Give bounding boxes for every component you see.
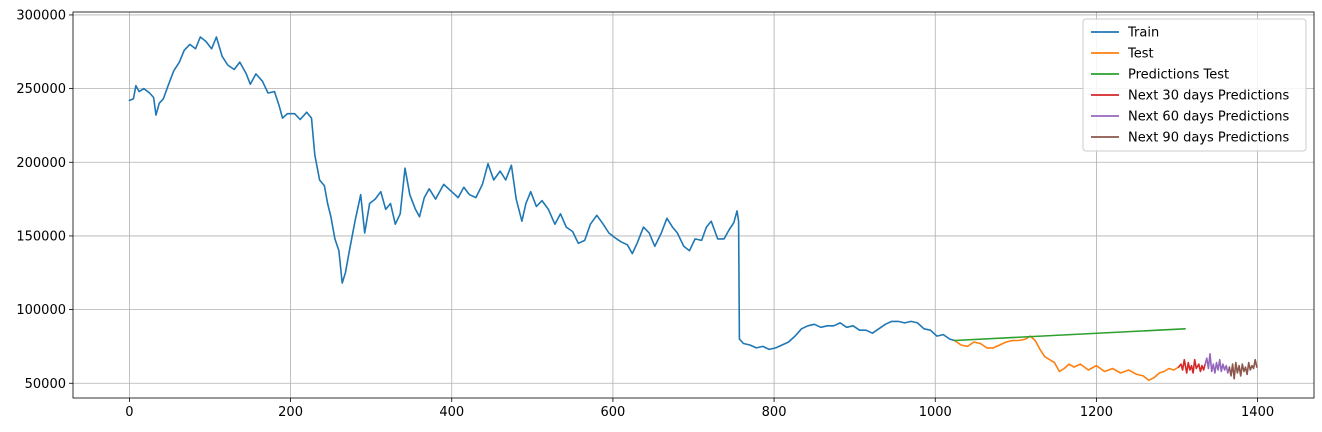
series-line-0: [128, 36, 956, 351]
x-tick-label: 0: [125, 405, 133, 420]
x-tick-label: 1000: [919, 405, 952, 420]
x-tick-label: 800: [762, 405, 787, 420]
x-axis: 0 200 400 600 800 1000 1200 1400: [125, 398, 1274, 420]
legend-label: Predictions Test: [1128, 68, 1229, 83]
legend-box: [1082, 18, 1307, 152]
y-tick-label: 200000: [16, 156, 66, 171]
x-tick-label: 400: [439, 405, 464, 420]
y-tick-label: 300000: [16, 8, 66, 23]
y-tick-label: 150000: [16, 229, 66, 244]
legend: Train Test Predictions Test Next 30 days Pr…: [1082, 18, 1307, 152]
series-line-4: [1204, 353, 1231, 374]
y-axis: 50000 100000 150000 200000 250000 300000: [16, 8, 73, 392]
plot-frame: [72, 11, 1315, 399]
x-tick-label: 1200: [1080, 405, 1113, 420]
x-tick-label: 1400: [1241, 405, 1274, 420]
x-tick-label: 200: [278, 405, 303, 420]
y-tick-label: 100000: [16, 303, 66, 318]
legend-label: Train: [1127, 26, 1159, 41]
y-tick-label: 50000: [25, 377, 66, 392]
y-tick-label: 250000: [16, 82, 66, 97]
legend-label: Next 90 days Predictions: [1128, 131, 1289, 146]
series-line-3: [1177, 358, 1206, 374]
series-line-2: [953, 328, 1186, 342]
legend-label: Test: [1127, 47, 1154, 62]
legend-label: Next 30 days Predictions: [1128, 89, 1289, 104]
series-layer: [128, 36, 1258, 382]
x-tick-label: 600: [601, 405, 626, 420]
series-line-1: [953, 335, 1180, 382]
series-line-5: [1228, 358, 1258, 380]
legend-label: Next 60 days Predictions: [1128, 110, 1289, 125]
